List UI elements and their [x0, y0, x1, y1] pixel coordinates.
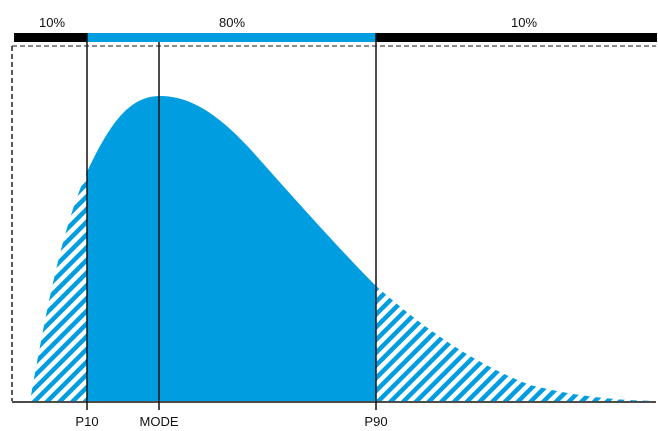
percent-label-right-tail: 10%	[511, 15, 537, 30]
marker-label-mode: MODE	[140, 414, 179, 429]
bar-segment-right-tail	[376, 33, 657, 42]
bar-segment-center	[87, 33, 376, 42]
curve-right-tail	[376, 286, 656, 401]
percent-label-center: 80%	[219, 15, 245, 30]
marker-label-p90: P90	[364, 414, 387, 429]
curve-left-tail	[30, 172, 87, 401]
bar-segment-left-tail	[14, 33, 87, 42]
curve-center-area	[87, 96, 376, 401]
marker-label-p10: P10	[75, 414, 98, 429]
percent-label-left-tail: 10%	[39, 15, 65, 30]
